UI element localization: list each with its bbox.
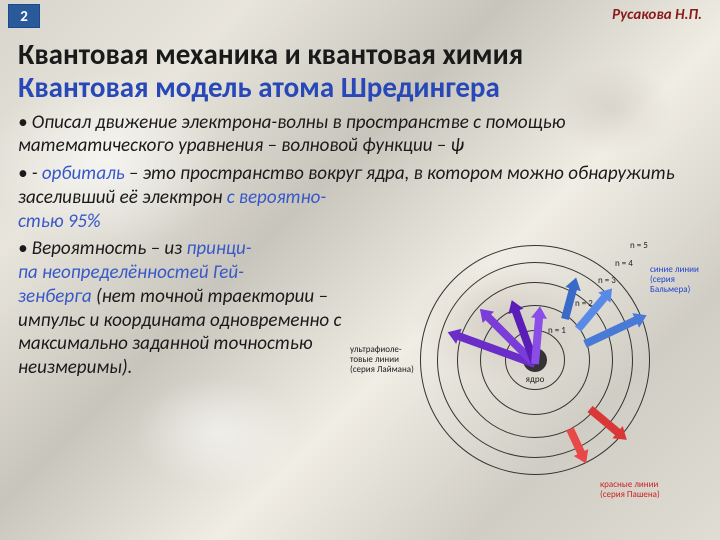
title-line-2: Квантовая модель атома Шредингера xyxy=(18,71,702,104)
bullet-3-pre: • Вероятность – из xyxy=(18,237,186,260)
nucleus-label: ядро xyxy=(526,374,545,385)
bullet-2-pct: 95% xyxy=(64,210,101,233)
title-line-1: Квантовая механика и квантовая химия xyxy=(18,38,702,71)
bullet-1: • Описал движение электрона-волны в прос… xyxy=(18,111,702,159)
n-label-5: n = 5 xyxy=(630,240,648,251)
n-label-4: n = 4 xyxy=(615,258,633,269)
bullet-2-pre: • - xyxy=(18,162,42,185)
series-blue-label: синие линии (серия Бальмера) xyxy=(650,265,710,295)
n-label-1: n = 1 xyxy=(548,325,566,336)
atom-diagram: ядро n = 1 n = 2 n = 3 n = 4 n = 5 ультр… xyxy=(360,210,710,510)
bullet-3: • Вероятность – из принци- па неопределё… xyxy=(18,237,358,380)
series-uv-label: ультрафиоле- товые линии (серия Лаймана) xyxy=(350,345,414,375)
series-red-label: красные линии (серия Пашена) xyxy=(600,480,660,500)
bullet-2-orbital: орбиталь xyxy=(42,162,125,185)
